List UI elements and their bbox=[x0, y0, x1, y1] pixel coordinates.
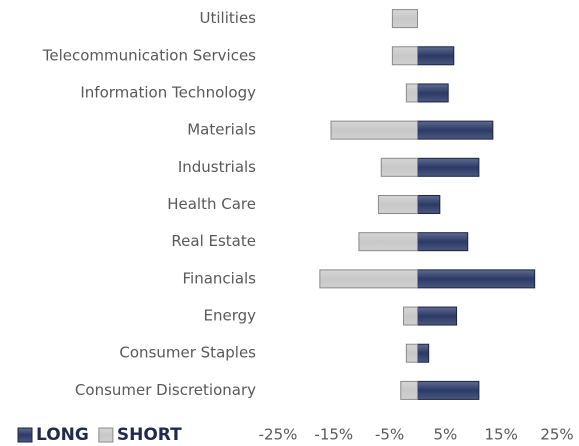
bar bbox=[417, 306, 458, 326]
bar bbox=[417, 380, 480, 400]
y-tick-label: Consumer Discretionary bbox=[75, 381, 256, 399]
bar bbox=[417, 232, 469, 252]
bar bbox=[417, 157, 480, 177]
legend-label: SHORT bbox=[117, 425, 182, 445]
bar bbox=[330, 120, 419, 140]
y-tick-label: Information Technology bbox=[80, 83, 256, 101]
x-tick-label: -15% bbox=[314, 426, 353, 444]
x-tick-label: 15% bbox=[485, 426, 518, 444]
y-tick-label: Utilities bbox=[200, 9, 257, 27]
y-tick-label: Consumer Staples bbox=[119, 344, 256, 362]
x-tick-label: -25% bbox=[259, 426, 298, 444]
legend-swatch bbox=[98, 427, 114, 443]
legend-swatch bbox=[17, 427, 33, 443]
bar bbox=[319, 269, 419, 289]
bar bbox=[391, 46, 419, 66]
bar bbox=[358, 232, 419, 252]
y-tick-label: Health Care bbox=[167, 195, 256, 213]
bar bbox=[417, 269, 536, 289]
bar bbox=[391, 9, 419, 29]
y-tick-label: Materials bbox=[187, 121, 256, 139]
y-tick-label: Energy bbox=[203, 307, 256, 325]
y-tick-label: Real Estate bbox=[171, 232, 256, 250]
bar bbox=[400, 380, 419, 400]
bar bbox=[417, 46, 455, 66]
y-tick-label: Telecommunication Services bbox=[42, 46, 256, 64]
bar bbox=[380, 157, 419, 177]
legend-label: LONG bbox=[36, 425, 89, 445]
bar bbox=[405, 343, 418, 363]
x-tick-label: 25% bbox=[540, 426, 573, 444]
bar bbox=[417, 195, 441, 214]
bar bbox=[417, 83, 449, 103]
y-tick-label: Financials bbox=[183, 269, 257, 287]
x-tick-label: 5% bbox=[434, 426, 458, 444]
x-tick-label: -5% bbox=[375, 426, 404, 444]
bar bbox=[403, 306, 418, 326]
bar bbox=[377, 195, 419, 214]
bar bbox=[417, 120, 494, 140]
bar bbox=[417, 343, 430, 363]
bar bbox=[405, 83, 418, 103]
y-tick-label: Industrials bbox=[178, 158, 256, 176]
